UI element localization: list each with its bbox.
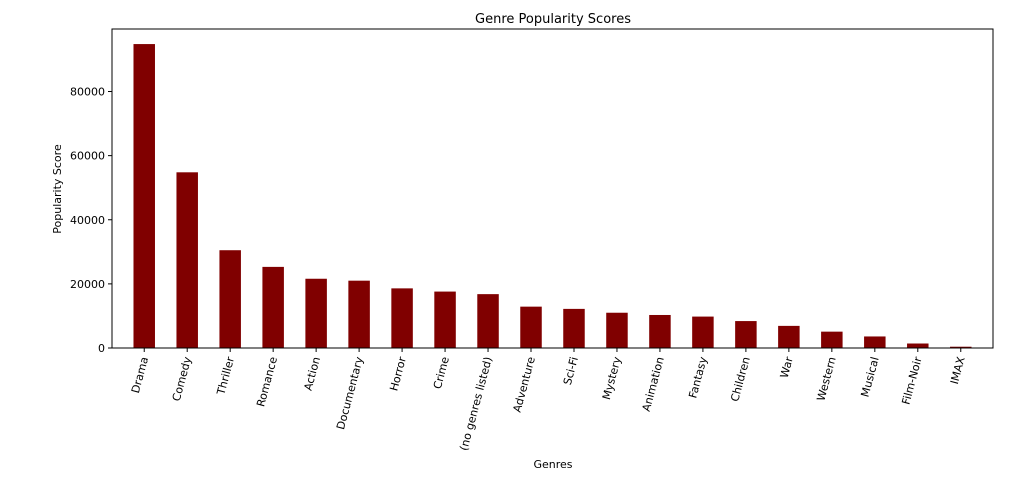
x-tick-label: Adventure xyxy=(511,355,538,414)
x-axis: Drama Comedy Thriller Romance Action Document… xyxy=(129,348,968,452)
bar-romance xyxy=(262,266,284,348)
x-tick-label: Romance xyxy=(254,355,280,408)
bar-adventure xyxy=(520,306,542,348)
bar-musical xyxy=(864,336,886,348)
bar-fantasy xyxy=(692,316,714,348)
y-axis: 0 20000 40000 60000 80000 xyxy=(70,86,112,355)
x-axis-label: Genres xyxy=(533,458,572,471)
y-tick-label: 40000 xyxy=(70,214,105,227)
x-tick-label: Animation xyxy=(640,355,667,413)
x-tick-label: Film-Noir xyxy=(899,355,924,406)
bar-sci-fi xyxy=(563,308,585,348)
x-tick-label: Western xyxy=(815,355,839,402)
x-tick-label: Horror xyxy=(387,355,409,393)
x-tick-label: Sci-Fi xyxy=(561,355,581,386)
x-tick-label: IMAX xyxy=(948,355,968,386)
bar-drama xyxy=(133,44,155,349)
bar-horror xyxy=(391,288,413,348)
x-tick-label: Mystery xyxy=(600,355,624,401)
x-tick-label: Crime xyxy=(431,355,452,390)
bar-no-genres-listed xyxy=(477,294,499,348)
bar-thriller xyxy=(219,250,241,348)
x-tick-label: Children xyxy=(728,355,752,403)
x-tick-label: War xyxy=(778,355,796,380)
y-tick-label: 60000 xyxy=(70,150,105,163)
x-tick-label: Drama xyxy=(129,355,151,394)
bar-documentary xyxy=(348,280,370,348)
bar-mystery xyxy=(606,312,628,348)
bar-imax xyxy=(950,346,972,348)
bar-film-noir xyxy=(907,343,929,348)
bar-crime xyxy=(434,291,456,348)
y-tick-label: 20000 xyxy=(70,278,105,291)
bar-western xyxy=(821,331,843,348)
x-tick-label: Fantasy xyxy=(686,355,710,400)
bar-comedy xyxy=(176,172,198,348)
bar-animation xyxy=(649,314,671,348)
x-tick-label: Thriller xyxy=(214,355,237,397)
y-tick-label: 80000 xyxy=(70,86,105,99)
bar-children xyxy=(735,321,757,348)
x-tick-label: (no genres listed) xyxy=(457,355,495,452)
x-tick-label: Action xyxy=(302,355,323,392)
chart-title: Genre Popularity Scores xyxy=(475,12,631,27)
x-tick-label: Musical xyxy=(859,355,882,398)
plot-frame xyxy=(111,28,994,349)
bar-war xyxy=(778,325,800,348)
bars-group xyxy=(133,44,972,349)
y-tick-label: 0 xyxy=(98,342,105,355)
x-tick-label: Comedy xyxy=(170,355,194,403)
y-axis-label: Popularity Score xyxy=(51,144,64,234)
x-tick-label: Documentary xyxy=(334,355,366,431)
bar-action xyxy=(305,278,327,348)
